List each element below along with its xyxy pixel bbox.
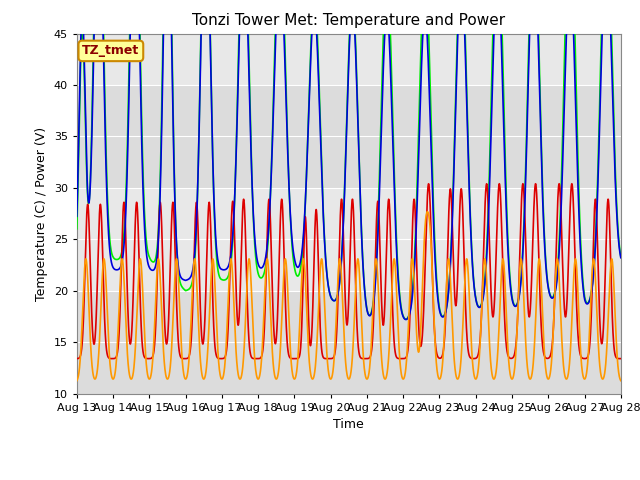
Battery V (73, 356, 81, 361)
Air T (402, 317, 410, 323)
Air T (548, 295, 556, 301)
X-axis label: Time: Time (333, 418, 364, 431)
Text: TZ_tmet: TZ_tmet (82, 44, 140, 58)
Panel T (168, 0, 175, 2)
Battery V (167, 233, 175, 239)
Battery V (135, 247, 143, 253)
Solar V (305, 355, 313, 360)
Line: Solar V: Solar V (77, 212, 621, 381)
Bar (77, 85, 621, 188)
Line: Panel T: Panel T (77, 0, 621, 319)
Bar (77, 34, 621, 85)
Battery V (548, 347, 556, 352)
Air T (73, 214, 81, 219)
Solar V (135, 269, 143, 275)
Battery V (617, 356, 625, 361)
Line: Battery V: Battery V (77, 184, 621, 359)
Battery V (607, 251, 614, 257)
Solar V (617, 378, 625, 384)
Bar (77, 188, 621, 291)
Battery V (282, 300, 289, 305)
Air T (135, 9, 143, 14)
Air T (617, 255, 625, 261)
Panel T (305, 90, 313, 96)
Air T (168, 21, 175, 27)
Solar V (282, 256, 289, 262)
Solar V (548, 357, 556, 362)
Solar V (607, 269, 614, 275)
Legend: Panel T, Battery V, Air T, Solar V: Panel T, Battery V, Air T, Solar V (154, 479, 544, 480)
Solar V (167, 353, 175, 359)
Solar V (73, 378, 81, 384)
Battery V (305, 327, 313, 333)
Panel T (402, 316, 410, 322)
Y-axis label: Temperature (C) / Power (V): Temperature (C) / Power (V) (35, 127, 48, 300)
Panel T (548, 295, 556, 300)
Solar V (424, 209, 431, 215)
Title: Tonzi Tower Met: Temperature and Power: Tonzi Tower Met: Temperature and Power (192, 13, 506, 28)
Panel T (282, 67, 289, 73)
Air T (305, 98, 313, 104)
Air T (282, 82, 289, 87)
Air T (607, 21, 614, 26)
Battery V (568, 181, 575, 187)
Line: Air T: Air T (77, 0, 621, 320)
Panel T (73, 226, 81, 231)
Bar (77, 291, 621, 394)
Battery V (324, 356, 332, 361)
Panel T (617, 253, 625, 259)
